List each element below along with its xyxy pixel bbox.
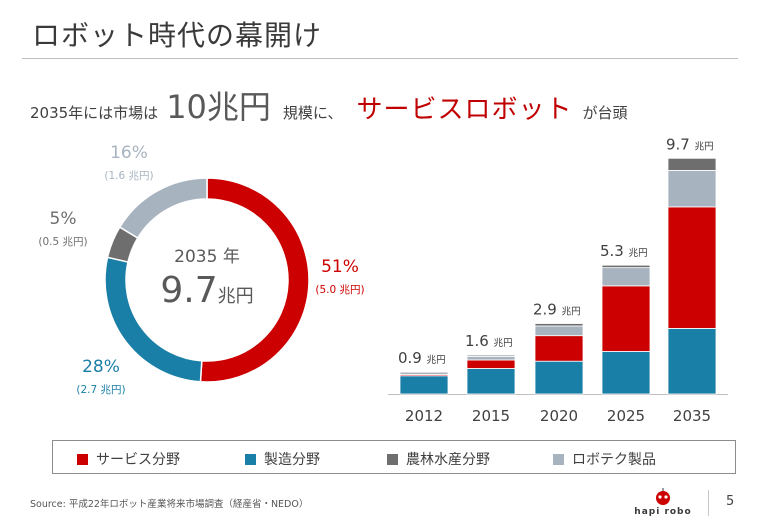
- bar-segment: [601, 351, 651, 395]
- bar-segment: [534, 323, 584, 327]
- company-logo: hapi robo: [632, 488, 694, 520]
- bar-category-label: 2025: [607, 407, 645, 425]
- slide-title: ロボット時代の幕開け: [32, 19, 323, 52]
- legend-label-service: サービス分野: [96, 452, 180, 468]
- bar-total-label: 0.9 兆円: [398, 349, 446, 367]
- bar-segment: [534, 325, 584, 337]
- legend-swatch-service: [77, 453, 88, 465]
- headline-amount: 10兆円: [166, 88, 271, 126]
- donut-center-total: 9.7兆円: [160, 270, 253, 311]
- bar-total-label: 5.3 兆円: [600, 242, 648, 260]
- headline-prefix: 2035年には市場は: [30, 104, 159, 122]
- legend-swatch-manufacturing: [245, 453, 256, 465]
- bar-total-label: 9.7 兆円: [666, 135, 714, 153]
- legend-swatch-robotech: [553, 453, 564, 465]
- legend-item-agriculture: 農林水産分野: [387, 449, 490, 469]
- headline: 2035年には市場は 10兆円 規模に、 サービスロボット が台頭: [30, 82, 628, 126]
- legend-item-service: サービス分野: [77, 449, 180, 469]
- title-divider: [22, 58, 738, 59]
- bar-segment: [667, 170, 717, 208]
- bar-segment: [534, 335, 584, 362]
- legend-label-robotech: ロボテク製品: [572, 452, 656, 468]
- legend-label-agriculture: 農林水産分野: [406, 452, 490, 468]
- bar-segment: [466, 368, 516, 395]
- bar-segment: [534, 360, 584, 395]
- bar-segment: [667, 206, 717, 329]
- slice-percent-label: 28%: [82, 357, 120, 377]
- slice-percent-label: 16%: [110, 143, 148, 163]
- headline-highlight: サービスロボット: [356, 95, 573, 125]
- slice-value-label: (1.6 兆円): [104, 170, 153, 182]
- donut-slice: [118, 177, 208, 240]
- bar-category-label: 2015: [472, 407, 510, 425]
- robot-logo-icon: [656, 488, 670, 505]
- footer-divider: [708, 490, 709, 516]
- bar-segment: [601, 285, 651, 352]
- legend-item-robotech: ロボテク製品: [553, 449, 656, 469]
- legend-label-manufacturing: 製造分野: [264, 452, 320, 468]
- bar-segment: [466, 355, 516, 361]
- bar-total-label: 1.6 兆円: [465, 332, 513, 350]
- bar-total-label: 2.9 兆円: [533, 301, 581, 319]
- slice-value-label: (2.7 兆円): [76, 384, 125, 396]
- logo-text: hapi robo: [634, 507, 692, 517]
- bar-category-label: 2020: [540, 407, 578, 425]
- bar-segment: [466, 359, 516, 369]
- slice-value-label: (5.0 兆円): [315, 284, 364, 296]
- legend-swatch-agriculture: [387, 453, 398, 465]
- bar-category-label: 2035: [673, 407, 711, 425]
- legend-item-manufacturing: 製造分野: [245, 449, 320, 469]
- bar-segment: [667, 327, 717, 395]
- bar-segment: [601, 264, 651, 269]
- headline-suffix: が台頭: [582, 104, 628, 122]
- source-note: Source: 平成22年ロボット産業将来市場調査（経産省・NEDO）: [30, 499, 309, 510]
- bar-segment: [399, 371, 449, 375]
- bar-segment: [667, 157, 717, 171]
- bar-segment: [466, 354, 516, 357]
- headline-middle: 規模に、: [282, 104, 343, 122]
- bar-segment: [399, 375, 449, 395]
- page-number: 5: [726, 494, 735, 509]
- slice-value-label: (0.5 兆円): [38, 236, 87, 248]
- donut-center-year: 2035 年: [174, 247, 240, 267]
- bar-segment: [601, 267, 651, 287]
- slice-percent-label: 51%: [321, 257, 359, 277]
- slice-percent-label: 5%: [50, 209, 77, 229]
- legend: サービス分野 製造分野 農林水産分野 ロボテク製品: [52, 440, 736, 474]
- bar-category-label: 2012: [405, 407, 443, 425]
